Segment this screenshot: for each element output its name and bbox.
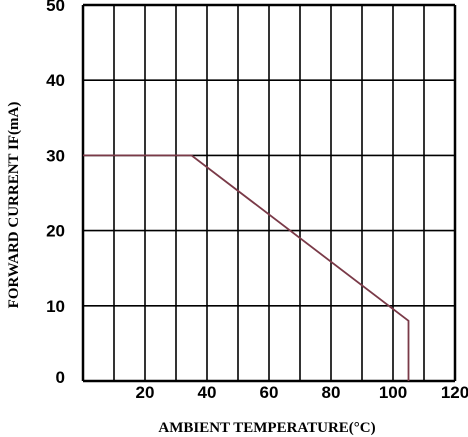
x-tick-label: 40 (198, 383, 217, 402)
x-tick-label: 120 (441, 383, 468, 402)
x-tick-label: 100 (379, 383, 407, 402)
x-tick-label: 20 (136, 383, 155, 402)
y-tick-label: 50 (46, 0, 65, 15)
y-tick-label: 10 (46, 297, 65, 316)
series-line (83, 154, 410, 381)
y-tick-label: 40 (46, 71, 65, 90)
x-tick-labels: 20 40 60 80 100 120 (136, 383, 468, 402)
y-axis-label: FORWARD CURRENT IF(mA) (6, 102, 22, 309)
x-axis-label: AMBIENT TEMPERATURE(°C) (158, 420, 375, 436)
x-tick-label: 80 (322, 383, 341, 402)
x-tick-label: 60 (260, 383, 279, 402)
grid-layer (81, 3, 457, 383)
y-tick-label: 20 (46, 222, 65, 241)
y-tick-label: 0 (56, 368, 65, 387)
series-layer (83, 154, 410, 381)
y-tick-label: 30 (46, 146, 65, 165)
y-tick-labels: 0 10 20 30 40 50 (46, 0, 65, 387)
